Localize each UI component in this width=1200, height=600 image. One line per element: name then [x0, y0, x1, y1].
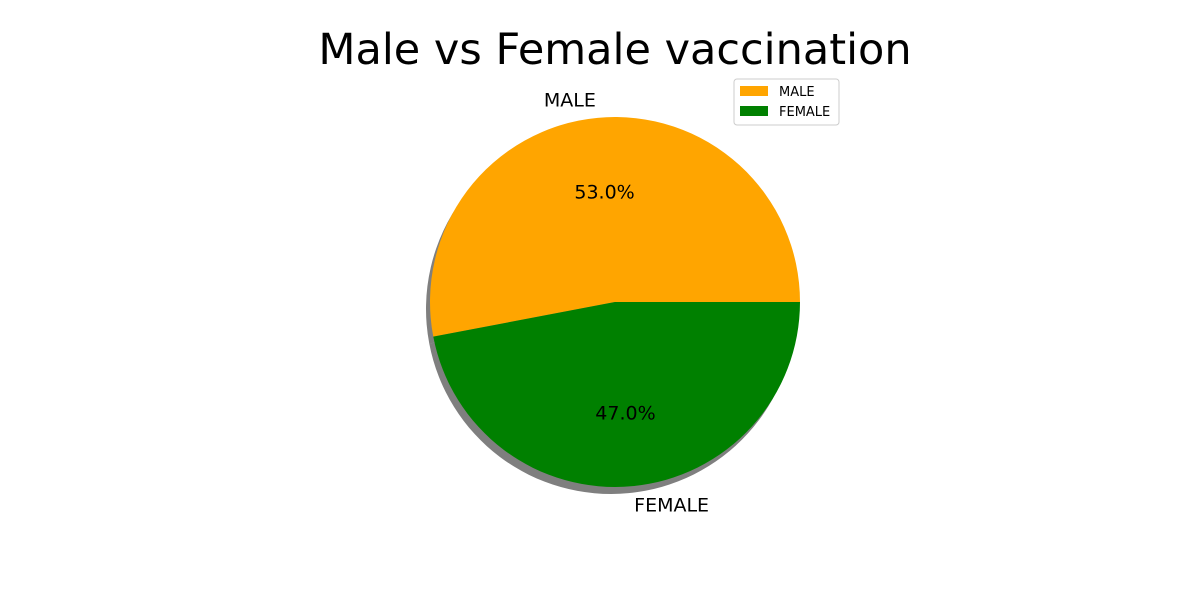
chart-title: Male vs Female vaccination	[318, 25, 911, 75]
slice-label-female: FEMALE	[634, 495, 709, 517]
legend-label-male: MALE	[779, 85, 815, 100]
slice-label-male: MALE	[544, 89, 596, 111]
legend-swatch-female	[740, 106, 768, 116]
legend: MALE FEMALE	[733, 78, 840, 126]
pie-labels: MALE 53.0% FEMALE 47.0%	[544, 89, 709, 516]
legend-swatch-male	[740, 86, 768, 96]
pie-slices	[430, 117, 800, 488]
slice-percent-male: 53.0%	[574, 181, 634, 203]
pie-slice-female	[433, 302, 800, 488]
slice-percent-female: 47.0%	[595, 403, 655, 425]
pie-slice-male	[430, 117, 800, 337]
legend-label-female: FEMALE	[779, 105, 830, 120]
